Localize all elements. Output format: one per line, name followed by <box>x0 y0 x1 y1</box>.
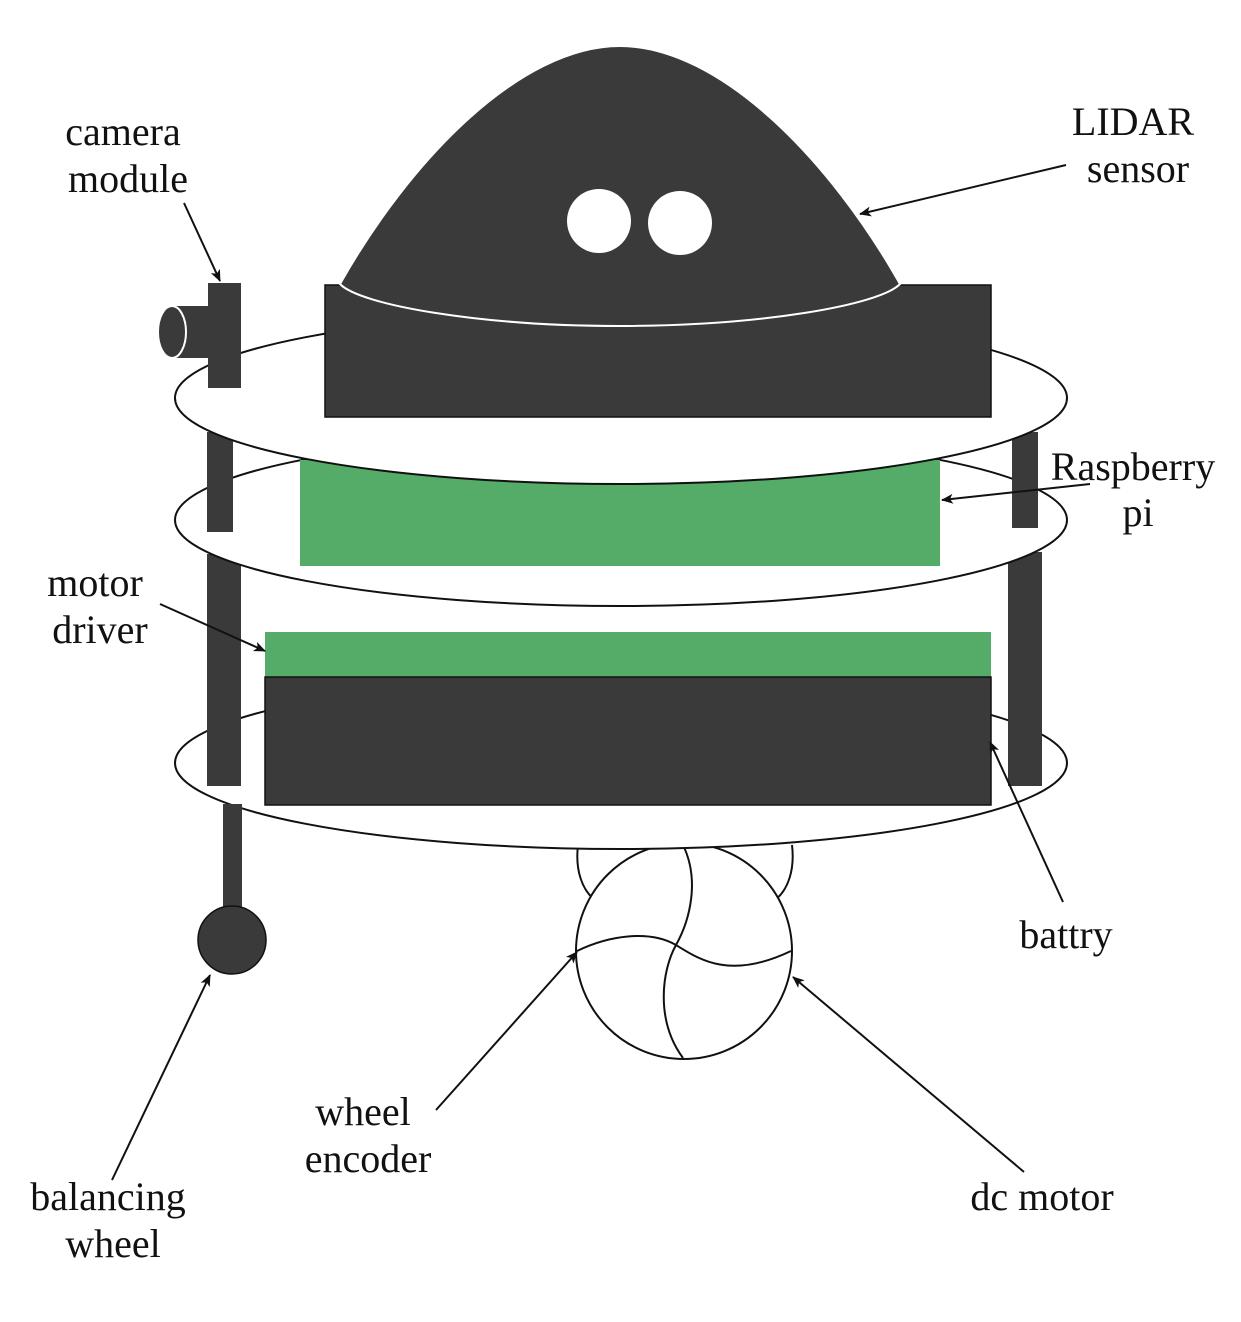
label-raspberry-pi: Raspberry pi <box>1051 444 1225 535</box>
camera-module <box>157 283 241 388</box>
standoff-left-upper <box>207 432 233 532</box>
balancing-wheel <box>197 905 267 975</box>
battery-pack <box>264 676 992 806</box>
arrow-dc-motor <box>792 976 1025 1173</box>
label-wheel-encoder: wheel encoder <box>305 1089 432 1181</box>
wheel-spoke-curve <box>576 935 792 967</box>
camera-board <box>208 283 241 388</box>
camera-lens <box>157 305 187 359</box>
arrow-balancing-wheel <box>111 974 211 1181</box>
lidar-sensor <box>338 44 902 328</box>
arrow-camera-module <box>183 202 221 282</box>
standoff-left-lower <box>207 554 241 786</box>
label-battery: battry <box>1019 912 1112 957</box>
arrow-lidar-sensor <box>859 164 1067 217</box>
balancing-wheel-rod <box>223 804 242 914</box>
lidar-dome <box>338 44 902 328</box>
arrow-motor-driver <box>159 603 266 652</box>
label-motor-driver: motor driver <box>47 560 153 652</box>
standoff-right-upper <box>1012 432 1038 528</box>
label-camera-module: camera module <box>65 109 190 201</box>
lidar-lens-right <box>648 191 712 255</box>
lidar-lens-left <box>567 189 631 253</box>
label-balancing-wheel: balancing wheel <box>30 1174 196 1266</box>
label-lidar-sensor: LIDAR sensor <box>1072 99 1204 191</box>
arrow-raspberry-pi <box>941 483 1091 504</box>
arrow-battery <box>989 741 1064 903</box>
motor-driver-board <box>265 632 991 678</box>
standoff-right-lower <box>1008 552 1042 786</box>
label-dc-motor: dc motor <box>970 1174 1113 1219</box>
dc-motor-wheel <box>575 842 793 1060</box>
arrow-wheel-encoder <box>435 951 578 1111</box>
